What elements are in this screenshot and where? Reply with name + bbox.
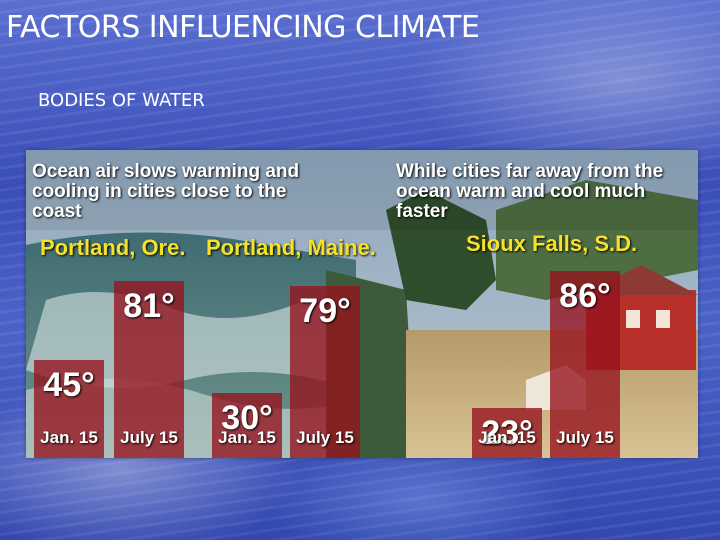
value-label-1-0: 30° bbox=[221, 398, 273, 437]
slide-subtitle: BODIES OF WATER bbox=[38, 90, 205, 111]
x-label-2-1: July 15 bbox=[556, 428, 614, 447]
bar-2-1 bbox=[550, 270, 620, 458]
x-label-2-0: Jan. 15 bbox=[478, 428, 536, 447]
value-label-2-0: 23° bbox=[481, 413, 533, 452]
value-label-2-1: 86° bbox=[559, 276, 611, 315]
x-label-1-0: Jan. 15 bbox=[218, 428, 276, 447]
coastal-heading: Ocean air slows warming and cooling in c… bbox=[32, 161, 300, 222]
bar-1-0 bbox=[212, 392, 282, 458]
value-label-0-1: 81° bbox=[123, 287, 175, 326]
bar-2-0 bbox=[472, 407, 542, 458]
city-label-portland-ore: Portland, Ore. bbox=[40, 235, 186, 260]
inland-heading: While cities far away from the ocean war… bbox=[396, 161, 664, 222]
chart-photo: Ocean air slows warming and cooling in c… bbox=[26, 150, 698, 458]
x-label-0-0: Jan. 15 bbox=[40, 428, 98, 447]
bar-1-1 bbox=[290, 285, 360, 458]
x-label-1-1: July 15 bbox=[296, 428, 354, 447]
bar-0-0 bbox=[34, 359, 104, 458]
city-label-sioux-falls: Sioux Falls, S.D. bbox=[466, 231, 638, 256]
slide-title: FACTORS INFLUENCING CLIMATE bbox=[6, 10, 480, 45]
value-label-1-1: 79° bbox=[299, 291, 351, 330]
bar-0-1 bbox=[114, 281, 184, 458]
value-label-0-0: 45° bbox=[43, 365, 95, 404]
city-label-portland-maine: Portland, Maine. bbox=[206, 235, 376, 260]
x-label-0-1: July 15 bbox=[120, 428, 178, 447]
